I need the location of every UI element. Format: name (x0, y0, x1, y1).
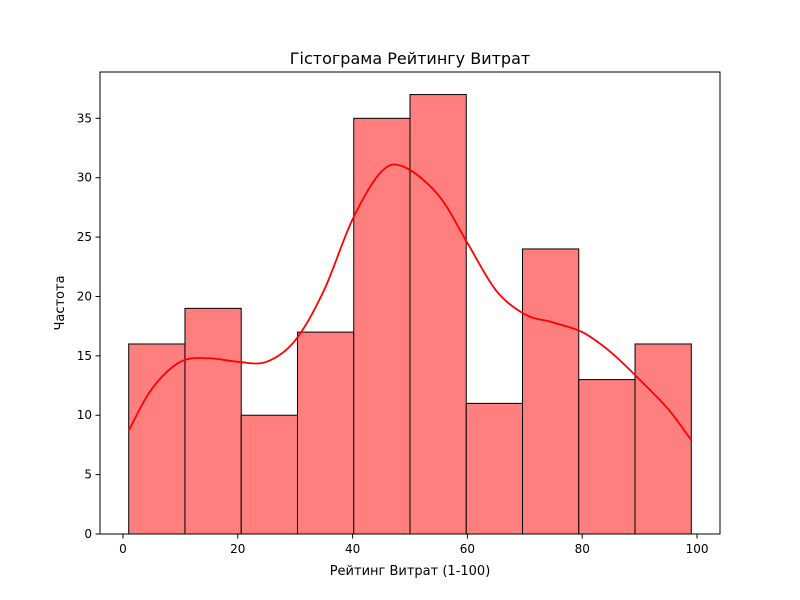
histogram-bar-4 (296, 331, 355, 535)
x-tick-label: 20 (230, 542, 245, 556)
kde-layer (127, 163, 693, 441)
x-axis-label: Рейтинг Витрат (1-100) (330, 564, 491, 579)
x-tick-label: 100 (686, 542, 709, 556)
y-tick-label: 25 (77, 230, 92, 244)
x-tick-label: 60 (460, 542, 475, 556)
y-tick-label: 5 (84, 468, 92, 482)
histogram-bar-9 (578, 379, 636, 535)
chart-title: Гістограма Рейтингу Витрат (290, 49, 530, 68)
histogram-bar-2 (184, 307, 242, 535)
histogram-bar-7 (465, 402, 524, 535)
y-tick-label: 10 (77, 408, 92, 422)
histogram-bar-6 (409, 94, 467, 535)
histogram-bar-5 (353, 117, 411, 535)
x-tick-label: 0 (119, 542, 127, 556)
bars-layer (128, 94, 692, 535)
y-tick-label: 35 (77, 111, 92, 125)
x-tick-label: 80 (575, 542, 590, 556)
x-tick-label: 40 (345, 542, 360, 556)
y-axis-ticks: 0 5 10 15 20 25 30 35 (77, 111, 100, 541)
histogram-bar-1 (128, 343, 186, 535)
histogram-bar-3 (240, 414, 298, 535)
y-tick-label: 30 (77, 171, 92, 185)
x-axis-ticks: 0 20 40 60 80 100 (119, 534, 708, 556)
histogram-bar-10 (634, 343, 692, 535)
kde-line (127, 163, 693, 441)
histogram-bar-8 (522, 248, 580, 535)
y-tick-label: 0 (84, 527, 92, 541)
y-tick-label: 20 (77, 289, 92, 303)
y-axis-label: Частота (53, 275, 68, 330)
plot-frame (99, 71, 721, 535)
y-tick-label: 15 (77, 349, 92, 363)
